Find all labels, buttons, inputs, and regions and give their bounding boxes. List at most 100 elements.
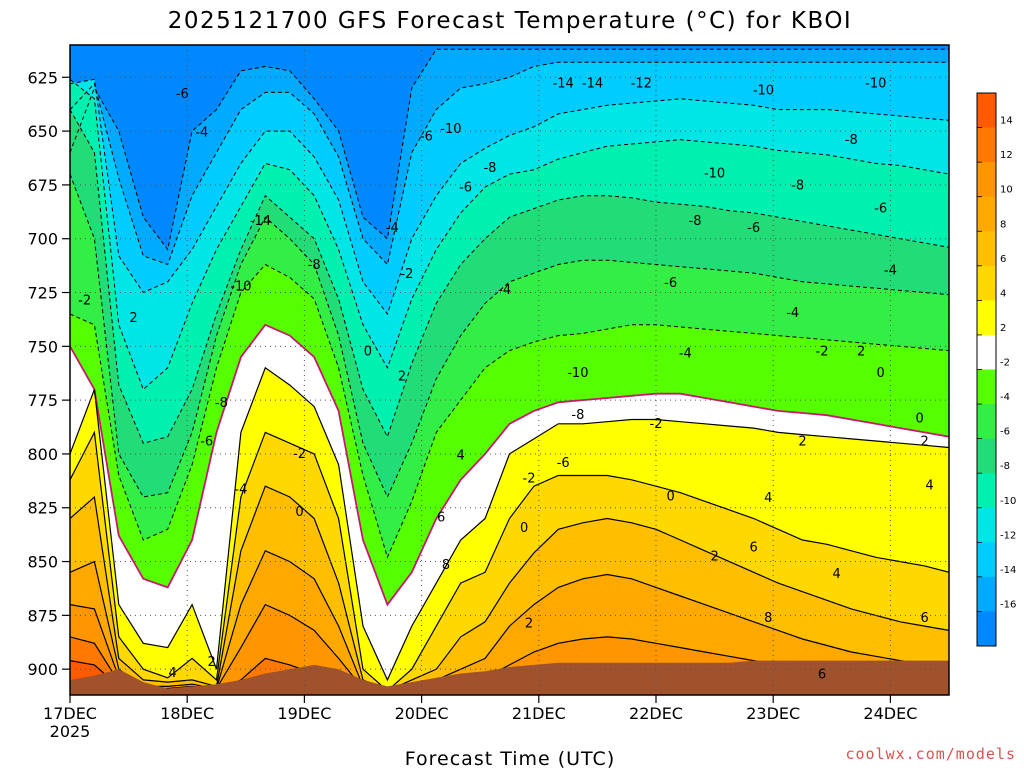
isotherm-label: -10 <box>704 166 725 181</box>
colorbar-label: 4 <box>1000 288 1006 299</box>
isotherm-label: -4 <box>786 306 799 321</box>
colorbar-label: -14 <box>1000 565 1016 576</box>
isotherm-line--14 <box>70 48 949 251</box>
isotherm-line--10 <box>70 78 949 316</box>
x-tick-label: 20DEC <box>395 704 449 723</box>
x-tick-label: 24DEC <box>863 704 917 723</box>
colorbar-swatch <box>977 93 996 129</box>
isotherm-line-4 <box>70 430 949 692</box>
isotherm-label: -8 <box>215 396 228 411</box>
isotherm-label: -6 <box>664 276 677 291</box>
isotherm-label: 4 <box>925 479 933 494</box>
isotherm-label: 2 <box>798 435 806 450</box>
isotherm-label: 2 <box>398 369 406 384</box>
isotherm-label: 6 <box>750 540 758 555</box>
colorbar-swatch <box>977 404 996 440</box>
x-tick-label: 19DEC <box>277 704 331 723</box>
isotherm-label: -2 <box>816 345 829 360</box>
x-tick-label: 17DEC <box>43 704 97 723</box>
isotherm-label: -4 <box>679 346 692 361</box>
temperature-fill-layer <box>70 49 949 695</box>
y-tick-label: 850 <box>27 553 58 572</box>
gridlines <box>70 45 949 695</box>
y-tick-label: 775 <box>27 391 58 410</box>
isotherm-line-0 <box>70 323 949 607</box>
terrain-ground <box>70 660 949 695</box>
isotherm-label: -4 <box>386 221 399 236</box>
isotherm-label: -10 <box>230 279 251 294</box>
isotherm-label: 0 <box>295 505 303 520</box>
y-tick-label: 750 <box>27 337 58 356</box>
isotherm-line--12 <box>70 61 949 266</box>
isotherm-label: -8 <box>689 214 702 229</box>
isotherm-label: -10 <box>440 122 461 137</box>
isotherm-label: -6 <box>874 202 887 217</box>
isotherm-label: 2 <box>920 435 928 450</box>
isotherm-label: 4 <box>833 567 841 582</box>
colorbar-label: -8 <box>1000 461 1010 472</box>
colorbar-label: 2 <box>1000 323 1006 334</box>
isotherm-label: -10 <box>567 366 588 381</box>
credit-text[interactable]: coolwx.com/models <box>845 745 1016 763</box>
isotherm-label: 2 <box>857 345 865 360</box>
isotherm-label: -6 <box>200 435 213 450</box>
colorbar-legend: 14 12 10 8 6 4 2 -2 -4 -6 -8 -10 -12 -14 -16 <box>976 92 1016 647</box>
colorbar-label: -12 <box>1000 530 1016 541</box>
isotherm-label: -6 <box>420 129 433 144</box>
isotherm-label: 4 <box>764 491 772 506</box>
isotherm-line--6 <box>70 109 949 444</box>
colorbar-label: -2 <box>1000 358 1010 369</box>
isotherm-label: -8 <box>571 408 584 423</box>
colorbar-swatch <box>977 162 996 198</box>
isotherm-label: -6 <box>557 456 570 471</box>
isotherm-line--4 <box>70 173 949 499</box>
pressure-axis: 625 650 675 700 725 750 775 800 825 850 875 900 <box>27 68 70 679</box>
isotherm-label: 4 <box>457 449 465 464</box>
colorbar-swatch <box>977 611 996 647</box>
isotherm-label: -14 <box>553 76 574 91</box>
isotherm-label: 0 <box>916 412 924 427</box>
isotherm-label: -2 <box>293 447 306 462</box>
colorbar-swatch <box>977 231 996 267</box>
isotherm-label: 0 <box>667 489 675 504</box>
terrain-layer <box>70 660 949 695</box>
isotherm-label: 2 <box>710 549 718 564</box>
isotherm-label: -2 <box>400 267 413 282</box>
y-tick-label: 700 <box>27 230 58 249</box>
y-tick-label: 625 <box>27 68 58 87</box>
colorbar-swatch <box>977 507 996 543</box>
y-tick-label: 725 <box>27 284 58 303</box>
colorbar-swatch <box>977 300 996 336</box>
y-tick-label: 675 <box>27 176 58 195</box>
isotherm-label: 0 <box>520 521 528 536</box>
x-tick-sublabel: 2025 <box>50 722 91 741</box>
isotherm-label: -4 <box>234 482 247 497</box>
colorbar-label: 8 <box>1000 219 1006 230</box>
isotherm-label: 8 <box>442 558 450 573</box>
colorbar-swatch <box>977 473 996 509</box>
colorbar-label: -6 <box>1000 427 1010 438</box>
x-axis-label: Forecast Time (UTC) <box>405 748 615 768</box>
colorbar-swatch <box>977 542 996 578</box>
isotherm-label: -12 <box>631 76 652 91</box>
colorbar-swatch <box>977 127 996 163</box>
x-tick-label: 23DEC <box>746 704 800 723</box>
isotherm-label: 2 <box>207 655 215 670</box>
y-tick-label: 875 <box>27 606 58 625</box>
isotherm-label: -6 <box>176 87 189 102</box>
isotherm-line-2 <box>70 366 949 682</box>
colorbar-swatch <box>977 265 996 301</box>
y-tick-label: 800 <box>27 445 58 464</box>
chart-title: 2025121700 GFS Forecast Temperature (°C)… <box>168 8 852 34</box>
x-tick-label: 22DEC <box>629 704 683 723</box>
colorbar-label: 14 <box>1000 116 1013 127</box>
isotherm-label: -6 <box>747 221 760 236</box>
colorbar-swatch <box>977 438 996 474</box>
colorbar-swatch <box>977 334 996 370</box>
isotherm-label: -8 <box>845 133 858 148</box>
isotherm-label: 0 <box>364 345 372 360</box>
isotherm-label: -2 <box>523 472 536 487</box>
isotherm-label: -14 <box>250 214 271 229</box>
isotherm-line--8 <box>70 79 949 391</box>
